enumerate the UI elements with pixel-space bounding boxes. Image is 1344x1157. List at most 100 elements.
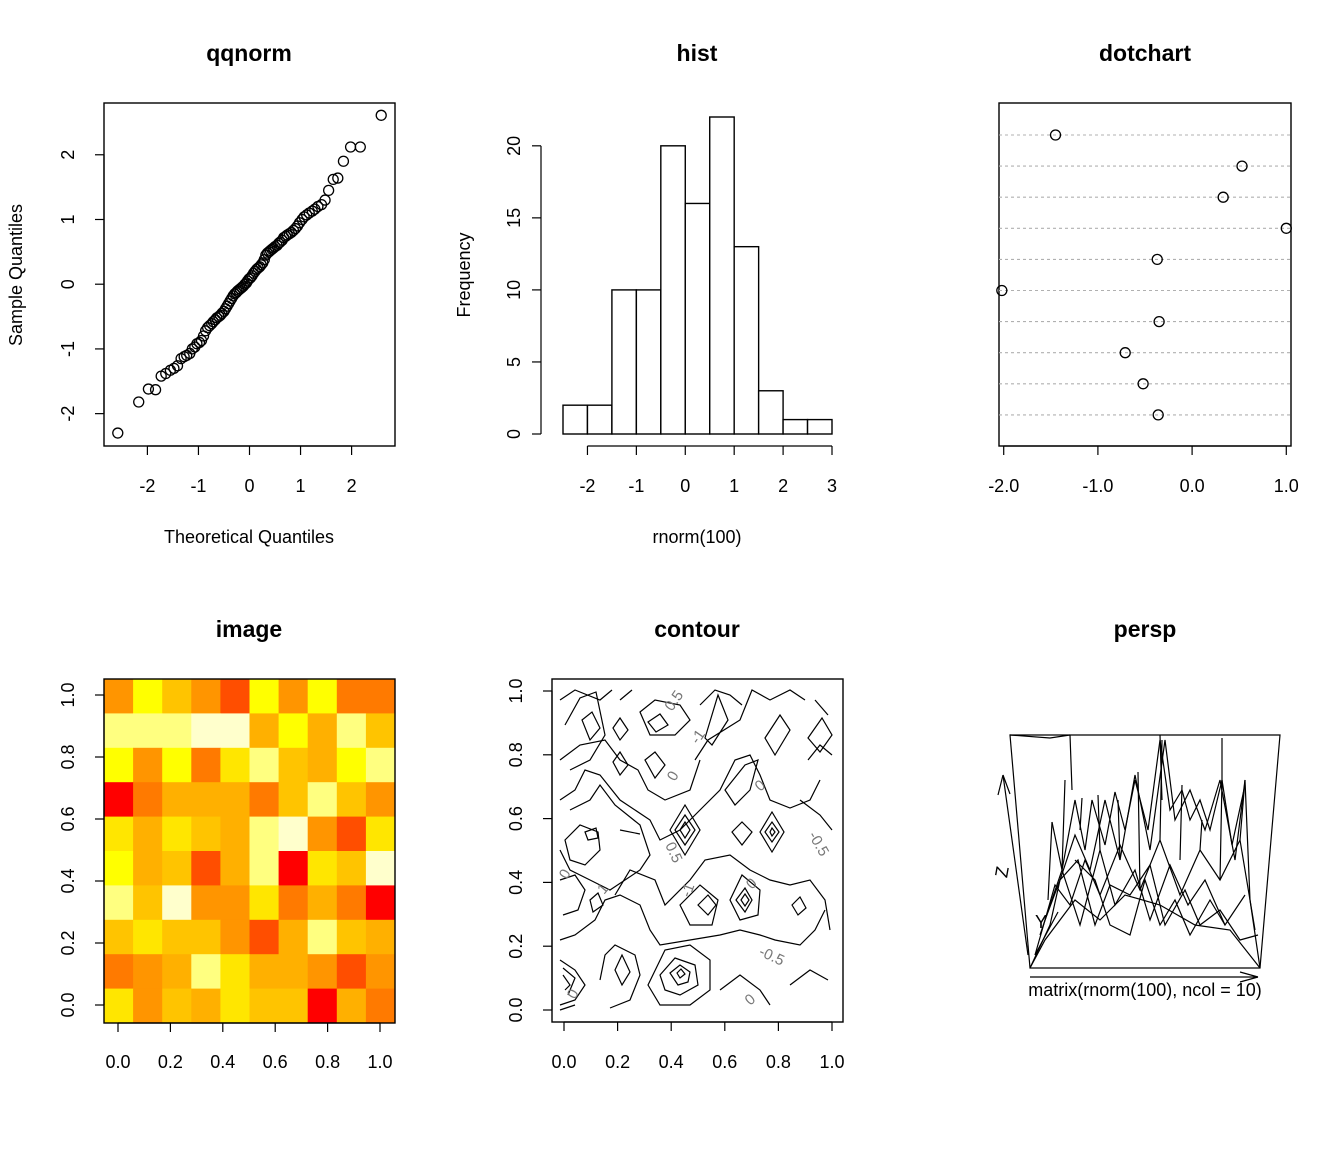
contour-line (729, 874, 761, 921)
contour-line (562, 974, 571, 991)
dotchart-guides (999, 134, 1291, 416)
dotchart-point (1280, 222, 1292, 234)
image-cell (133, 988, 163, 1024)
image-cell (278, 885, 309, 921)
qqnorm-points (112, 109, 387, 439)
contour-line (799, 799, 833, 831)
hist-y-tick-label: 5 (504, 357, 524, 367)
image-cell (336, 782, 367, 818)
persp-title: persp (1114, 616, 1177, 642)
persp-wireframe (1051, 739, 1246, 871)
contour-lines (559, 689, 833, 1011)
contour-y-tick-label: 0.2 (506, 934, 526, 959)
contour-line (735, 886, 753, 914)
dotchart-x-tick-label: -2.0 (988, 476, 1019, 496)
image-cell (249, 919, 280, 955)
contour-line (759, 810, 785, 854)
image-cell (307, 747, 338, 783)
hist-bar (733, 245, 760, 435)
dotchart-x-tick-label: 1.0 (1274, 476, 1299, 496)
contour-line (619, 689, 633, 701)
contour-line (639, 699, 691, 736)
image-cell (278, 988, 309, 1024)
image-cell (278, 713, 309, 749)
image-cell (220, 851, 250, 886)
dotchart-point (1151, 253, 1163, 266)
contour-line (644, 751, 666, 780)
qq-y-tick-label: 2 (58, 150, 78, 160)
contour-line (789, 969, 829, 986)
image-x-tick-label: 0.2 (158, 1052, 183, 1072)
image-cell (365, 747, 396, 783)
contour-line (764, 713, 791, 757)
hist-ylabel: Frequency (454, 232, 474, 317)
image-cell (336, 747, 367, 783)
hist-bar (782, 418, 809, 435)
contour-x-tick-label: 0.6 (712, 1052, 737, 1072)
image-cell (278, 954, 309, 990)
contour-y-tick-label: 0.4 (506, 870, 526, 895)
contour-level-label: -1 (678, 881, 699, 899)
hist-y-tick-label: 20 (504, 136, 524, 156)
qqnorm-y-axis: -2 -1 0 1 2 (58, 150, 105, 422)
hist-bar (757, 390, 784, 435)
qq-point (280, 230, 292, 242)
persp-surface (1029, 739, 1261, 969)
dotchart-point (1119, 347, 1131, 359)
image-y-axis: 0.0 0.2 0.4 0.6 0.8 1.0 (58, 682, 105, 1018)
dotchart-point (1217, 191, 1229, 203)
image-cell (307, 782, 338, 818)
qq-point (332, 172, 344, 184)
image-cell (307, 919, 338, 955)
image-cell (191, 885, 221, 921)
hist-x-tick-label: 0 (680, 476, 690, 496)
qq-point (285, 226, 298, 239)
image-cell (133, 713, 163, 749)
contour-line (676, 968, 686, 979)
contour-line (612, 750, 629, 777)
image-cell (133, 919, 163, 955)
qq-y-tick-label: 1 (58, 214, 78, 224)
image-cell (220, 954, 250, 990)
hist-bar (586, 404, 613, 435)
image-cell (191, 988, 221, 1024)
contour-y-tick-label: 0.8 (506, 742, 526, 767)
image-cell (249, 954, 280, 990)
contour-line (619, 829, 641, 835)
contour-line (559, 739, 701, 801)
image-cell (104, 988, 134, 1024)
hist-x-axis: -2 -1 0 1 2 3 (579, 445, 837, 496)
image-cell (104, 851, 134, 886)
hist-bar (635, 289, 662, 435)
image-cell (220, 885, 250, 921)
persp-wireframe (1044, 858, 1259, 941)
persp-panel: persp Z Y matrix(rnorm(100), ncol = 10) (991, 616, 1281, 1000)
contour-level-label: 0 (743, 875, 761, 893)
image-cell (162, 747, 192, 783)
contour-line (647, 713, 669, 733)
contour-line (659, 957, 699, 996)
contour-level-label: 0 (556, 866, 575, 882)
image-cell (278, 919, 309, 955)
hist-bar (709, 116, 735, 435)
dotchart-x-axis: -2.0 -1.0 0.0 1.0 (988, 445, 1299, 496)
qq-point (168, 362, 180, 374)
persp-x-arrow-icon (1239, 971, 1259, 983)
image-cell (191, 747, 221, 783)
contour-level-label: -0.5 (756, 943, 787, 969)
dotchart-panel: dotchart -2.0 -1.0 0.0 1.0 (988, 40, 1299, 496)
contour-line (559, 894, 826, 946)
image-cell (104, 747, 134, 783)
hist-title: hist (677, 40, 718, 66)
contour-level-label: 0 (564, 986, 583, 1002)
qq-point (133, 396, 145, 408)
hist-y-tick-label: 0 (504, 429, 524, 439)
image-cell (162, 954, 192, 990)
image-cell (249, 816, 280, 852)
contour-line (581, 711, 601, 742)
persp-z-axis (1002, 774, 1029, 956)
qq-point (354, 141, 366, 153)
contour-panel: contour 0.0 0.2 0.4 0.6 0.8 1.0 0.00.20.40.60… (506, 616, 845, 1072)
image-cell (336, 713, 367, 749)
